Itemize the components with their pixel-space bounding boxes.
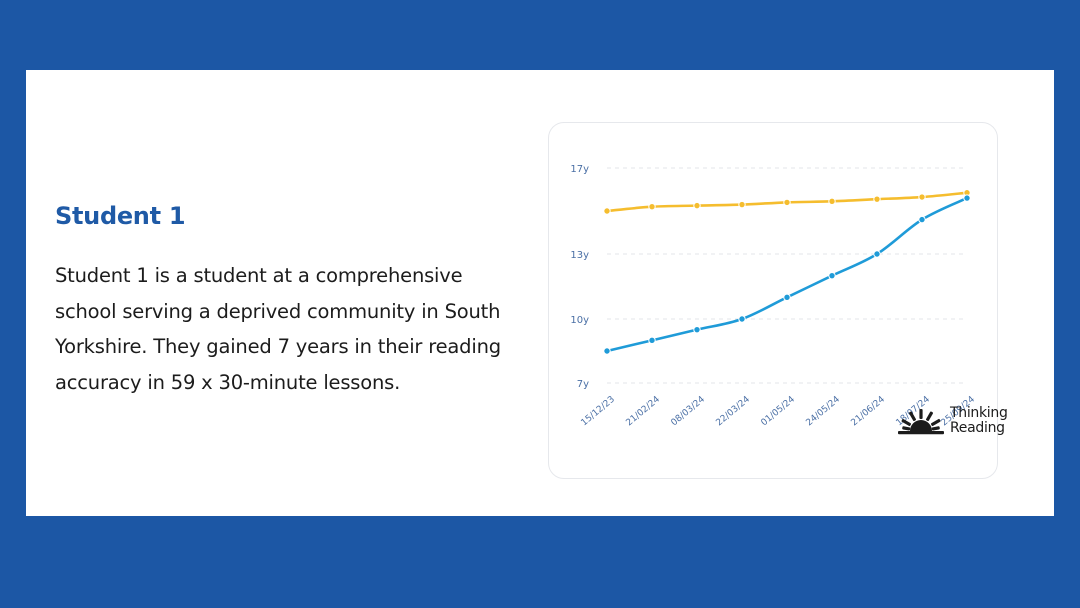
series-2-point (783, 293, 791, 302)
y-tick-label: 7y (577, 379, 589, 390)
x-tick-label: 01/05/24 (760, 394, 798, 428)
chart-panel: 7y 10y 13y 17y 15/12/23 21/02/24 08/03/24 22/03… (548, 122, 998, 479)
series-1-point (603, 207, 611, 215)
x-tick-label: 22/03/24 (715, 394, 753, 428)
x-tick-label: 21/06/24 (850, 394, 888, 428)
x-tick-label: 24/05/24 (805, 394, 843, 428)
logo-wordmark: Thinking Reading (950, 406, 1008, 436)
series-2-point (738, 315, 746, 323)
series-2-point (873, 250, 881, 258)
student-description: Student 1 is a student at a comprehensiv… (55, 264, 501, 394)
series-1-point (783, 198, 791, 207)
series-1-point (918, 193, 926, 201)
x-tick-label: 21/02/24 (625, 394, 663, 428)
y-tick-label: 13y (570, 250, 589, 261)
series-2-point (693, 325, 701, 334)
series-2-point (963, 194, 971, 202)
content-card: Student 1 Student 1 is a student at a co… (26, 70, 1054, 516)
logo-line-1: Thinking (950, 405, 1008, 421)
series-1-point (648, 203, 656, 211)
x-tick-label: 08/03/24 (670, 394, 708, 428)
series-1-point (828, 197, 836, 206)
series-1-point (873, 195, 881, 203)
series-1-point (738, 200, 746, 209)
series-2-point (918, 215, 926, 224)
series-line-2 (605, 196, 969, 353)
series-2-point (828, 271, 836, 280)
student-heading: Student 1 (55, 202, 186, 230)
y-tick-label: 10y (570, 315, 589, 326)
sunrise-icon (898, 409, 944, 435)
reading-age-line-chart: 7y 10y 13y 17y 15/12/23 21/02/24 08/03/24 22/03… (570, 164, 977, 429)
y-tick-label: 17y (570, 164, 589, 175)
x-tick-label: 15/12/23 (580, 395, 617, 429)
series-1-point (693, 201, 701, 210)
thinking-reading-logo: Thinking Reading (896, 404, 1026, 440)
logo-line-2: Reading (950, 420, 1005, 436)
series-2-point (648, 336, 656, 345)
series-2-point (603, 347, 611, 355)
